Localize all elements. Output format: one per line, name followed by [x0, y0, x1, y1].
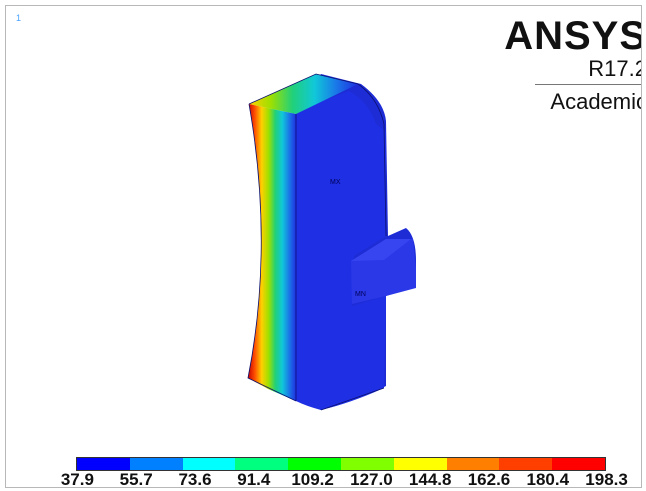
legend-value-2: 73.6 [178, 470, 212, 488]
graphics-viewport[interactable]: 1 ANSYS R17.2 Academic MX MN 37.9 55.7 73.… [5, 5, 642, 488]
brand-name: ANSYS [504, 14, 642, 58]
legend-value-5: 127.0 [350, 470, 393, 488]
gradient-face [248, 104, 296, 401]
legend-swatch-8 [499, 458, 553, 470]
window-number: 1 [16, 13, 22, 23]
brand-divider [535, 84, 641, 85]
legend-value-6: 144.8 [408, 470, 452, 488]
legend-swatch-5 [340, 458, 394, 470]
legend-swatch-4 [288, 458, 341, 470]
ansys-logo: ANSYS R17.2 Academic [501, 14, 641, 124]
notch-top [351, 239, 411, 261]
contour-model: MX MN [247, 73, 416, 411]
legend-swatch-2 [182, 458, 236, 470]
legend-value-4: 109.2 [291, 470, 334, 488]
node-marker-1: MX [330, 179, 341, 186]
legend-swatch-7 [446, 458, 500, 470]
legend-value-0: 37.9 [60, 470, 94, 488]
node-marker-2: MN [355, 291, 366, 298]
legend-value-3: 91.4 [237, 470, 271, 488]
contour-legend-labels: 37.9 55.7 73.6 91.4 109.2 127.0 144.8 162.6 180.… [48, 470, 636, 488]
brand-edition: Academic [550, 89, 642, 114]
legend-value-8: 180.4 [526, 470, 570, 488]
legend-value-1: 55.7 [119, 470, 153, 488]
legend-swatch-6 [393, 458, 447, 470]
contour-legend-bar [76, 457, 606, 471]
front-face [296, 91, 386, 410]
legend-swatch-1 [129, 458, 183, 470]
model-edges [247, 73, 387, 411]
legend-value-7: 162.6 [467, 470, 511, 488]
legend-value-9: 198.3 [585, 470, 628, 488]
legend-swatch-0 [77, 458, 130, 470]
legend-swatch-9 [552, 458, 605, 470]
top-face [249, 74, 358, 114]
brand-release: R17.2 [588, 56, 642, 81]
legend-swatch-3 [235, 458, 289, 470]
